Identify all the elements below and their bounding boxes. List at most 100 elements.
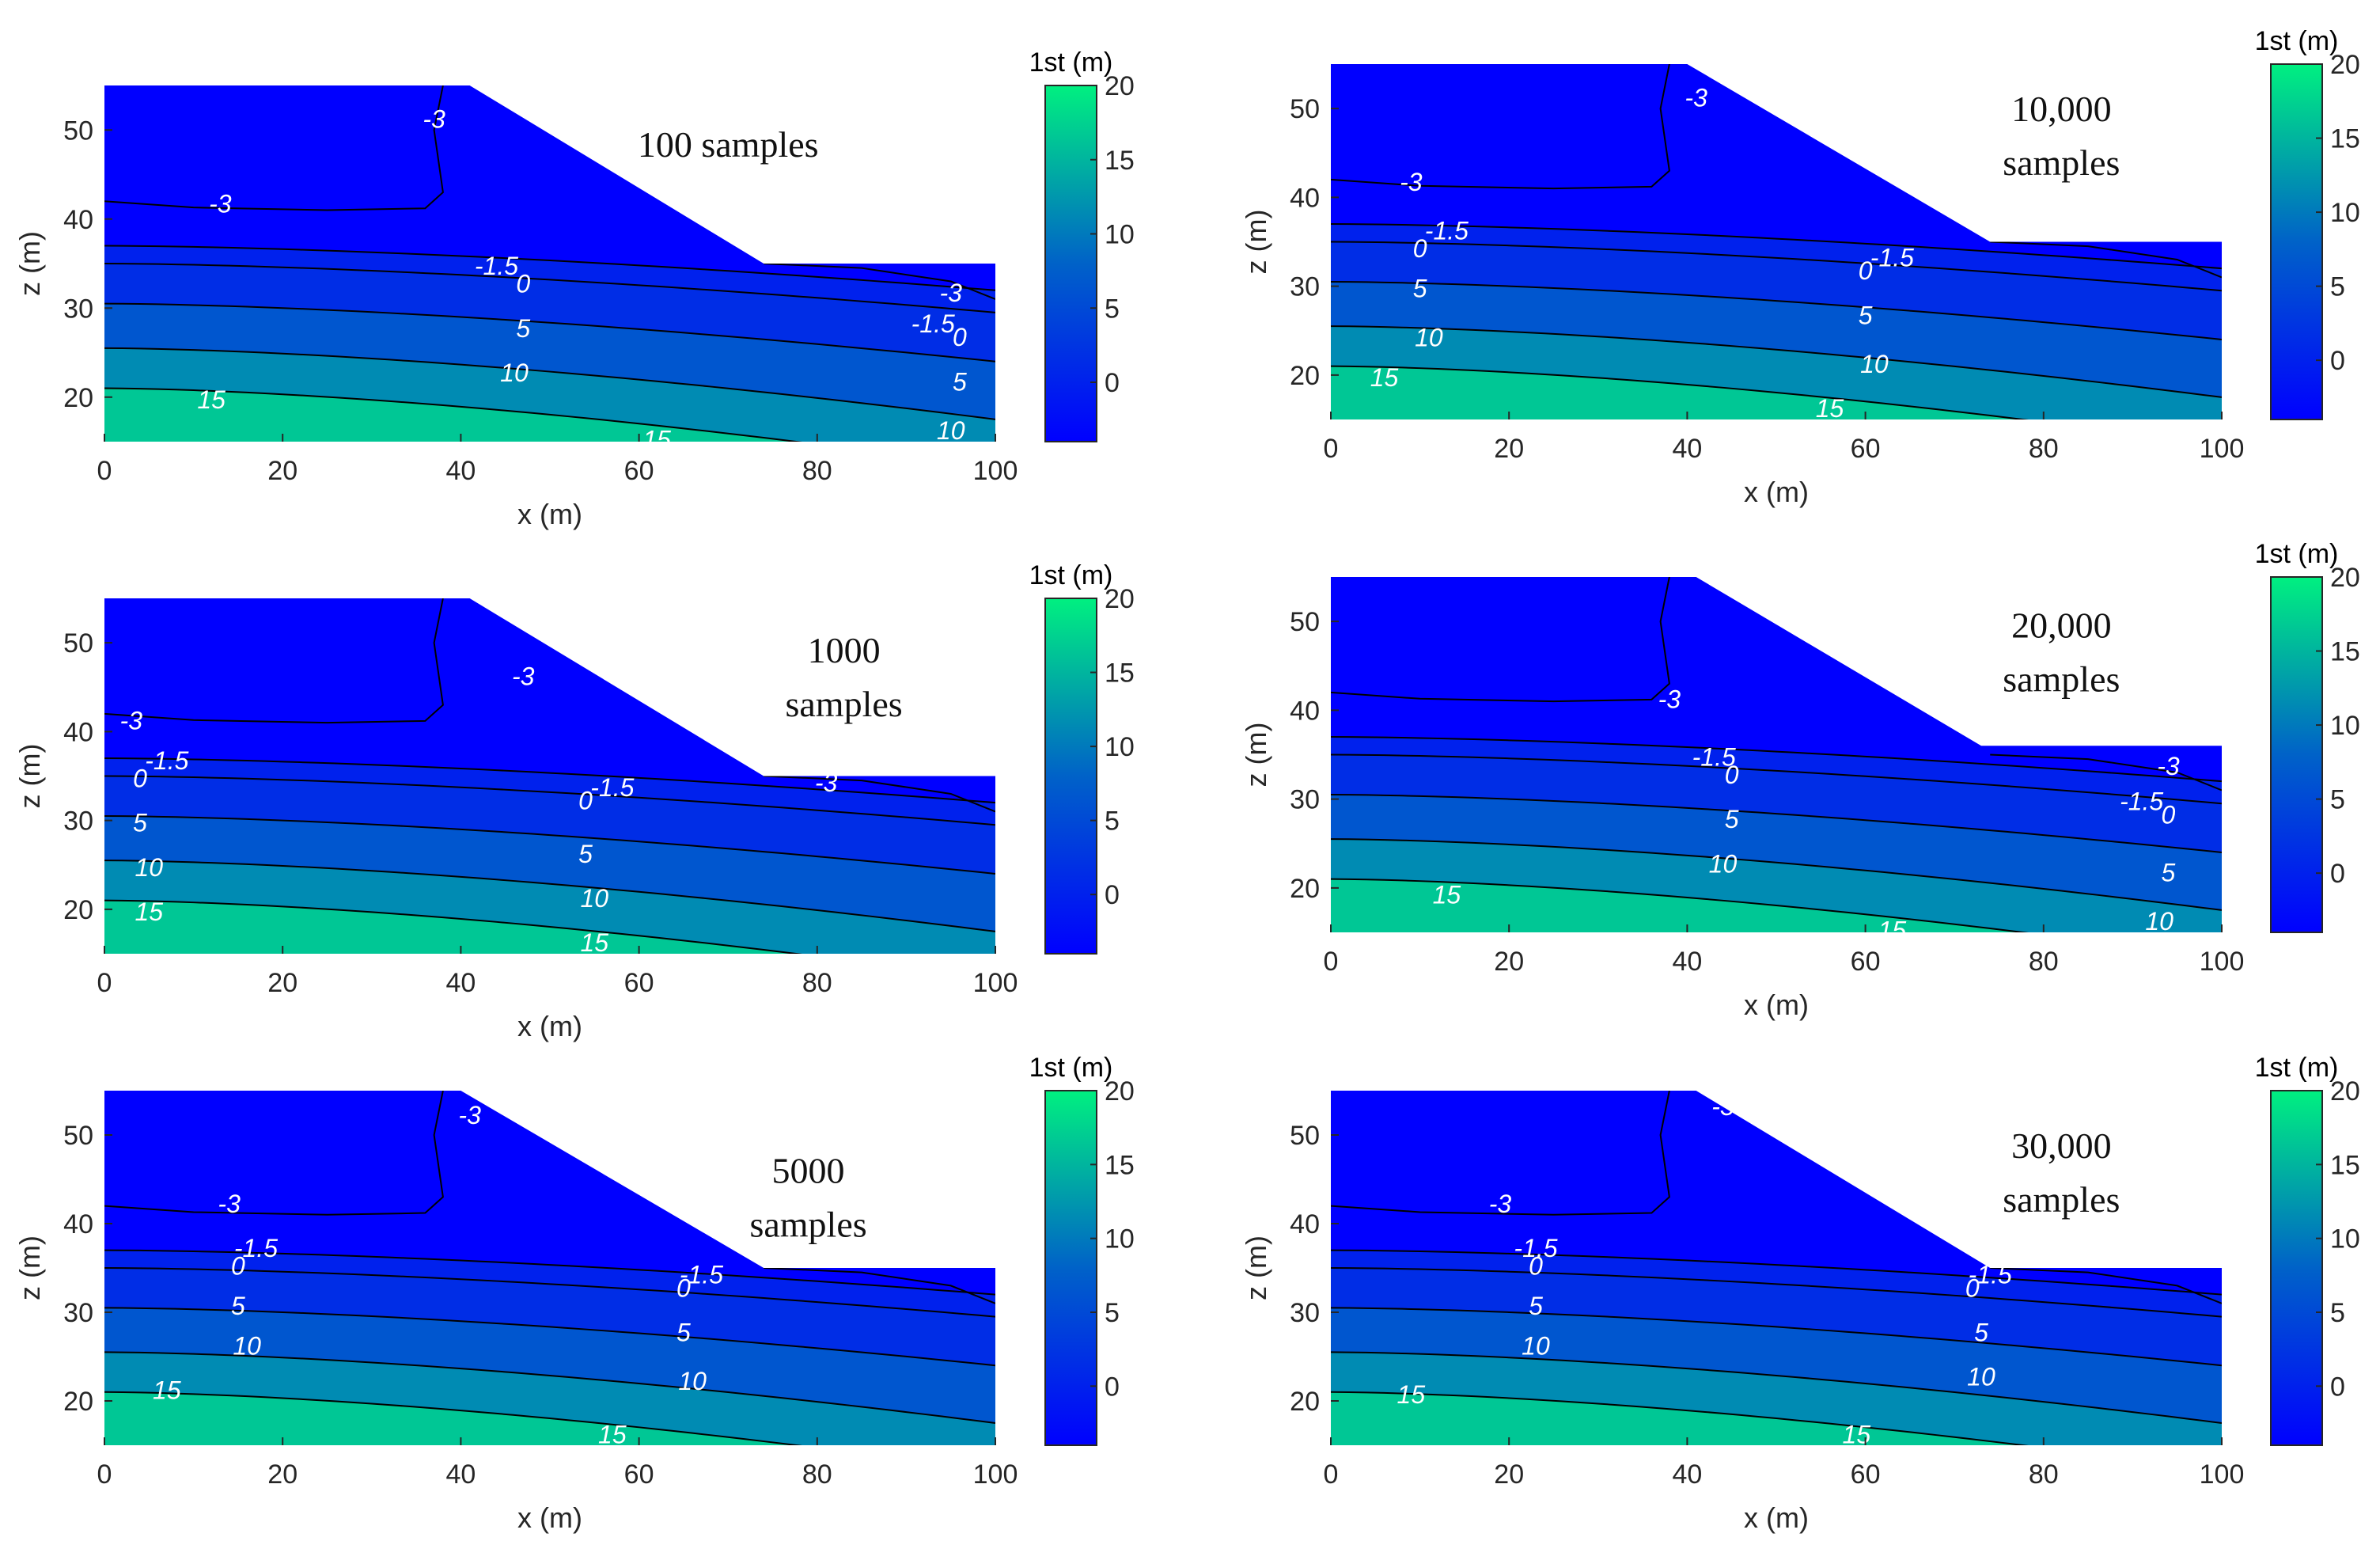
colorbar-tick-label: 20 (2330, 563, 2360, 593)
contour-label: 10 (2145, 907, 2173, 936)
colorbar-tick-label: 15 (2330, 1150, 2360, 1180)
x-tick-label: 60 (1851, 1459, 1881, 1490)
x-tick-label: 100 (2200, 1459, 2245, 1490)
colorbar-title: 1st (m) (1029, 47, 1113, 78)
y-tick-label: 50 (1290, 94, 1320, 124)
colorbar-title: 1st (m) (2255, 539, 2339, 569)
contour-label: -1.5 (1425, 217, 1469, 245)
contour-label: 0 (1529, 1251, 1543, 1280)
colorbar-tick-label: 0 (2330, 859, 2345, 889)
y-tick-label: 30 (63, 807, 93, 837)
colorbar-tick-label: 15 (2330, 637, 2360, 667)
y-tick-label: 30 (1290, 272, 1320, 302)
colorbar-tick-label: 10 (2330, 1224, 2360, 1254)
contour-line-minus3 (104, 1091, 444, 1216)
x-axis-label: x (m) (517, 1010, 582, 1042)
contour-line-5 (104, 815, 995, 875)
y-tick-label: 50 (63, 116, 93, 146)
contour-label: -1.5 (911, 309, 955, 338)
contour-label: 15 (1878, 916, 1907, 944)
x-tick-label: 0 (97, 456, 112, 486)
contour-line--1.5 (1331, 223, 2222, 270)
y-tick-label: 20 (63, 383, 93, 413)
contour-band-15 (104, 1391, 995, 1445)
x-tick-label: 60 (1851, 434, 1881, 464)
sample-count-annotation: samples (2003, 1179, 2120, 1220)
colorbar-tick-label: 20 (1105, 584, 1135, 614)
contour-line-5 (1331, 794, 2222, 853)
colorbar-gradient (1044, 598, 1097, 955)
contour-label: 10 (1415, 323, 1443, 351)
contour-line-minus3-toe (764, 263, 995, 300)
contour-label: -1.5 (1969, 1261, 2012, 1289)
contour-label: 10 (1522, 1331, 1550, 1360)
x-axis-label: x (m) (1744, 1501, 1809, 1534)
contour-label: 15 (1370, 363, 1399, 392)
y-tick-label: 30 (1290, 1298, 1320, 1328)
colorbar-tick-label: 10 (1105, 1224, 1135, 1254)
colorbar-tick-label: 5 (2330, 1298, 2345, 1328)
contour-line--1.5 (1331, 1249, 2222, 1296)
contour-line-minus3 (1331, 577, 1670, 703)
contour-label: 15 (581, 928, 609, 957)
contour-label: 10 (135, 853, 164, 882)
y-axis-label: z (m) (1240, 723, 1272, 788)
x-axis-label: x (m) (1744, 476, 1809, 508)
contour-label: -3 (512, 662, 535, 690)
contour-line-0 (1331, 753, 2222, 805)
x-tick-label: 0 (97, 968, 112, 998)
colorbar-tick-label: 0 (2330, 1372, 2345, 1402)
contour-label: -3 (939, 279, 962, 307)
contour-line-15 (104, 1391, 995, 1445)
contour-label: 10 (1860, 350, 1889, 378)
colorbar-tick-label: 15 (1105, 146, 1135, 176)
contour-label: -3 (1489, 1190, 1512, 1218)
x-tick-label: 80 (802, 968, 832, 998)
contour-band-15 (1331, 879, 2222, 932)
contour-line-minus3-toe (1990, 753, 2222, 791)
contour-label: -3 (120, 707, 143, 735)
contour-label: 15 (1433, 881, 1461, 909)
x-tick-label: 100 (973, 456, 1018, 486)
y-tick-label: 20 (63, 1387, 93, 1417)
contour-lines (104, 598, 995, 954)
contour-label: 5 (578, 840, 593, 868)
x-axis-label: x (m) (517, 498, 582, 530)
contour-line--1.5 (104, 1249, 995, 1296)
contour-lines (1331, 64, 2222, 419)
contour-band-15 (1331, 366, 2222, 419)
y-tick-label: 50 (63, 628, 93, 659)
y-axis-label: z (m) (13, 231, 46, 296)
contour-label: 0 (1965, 1273, 1980, 1302)
sample-count-annotation: 5000 (772, 1150, 845, 1190)
x-tick-label: 100 (2200, 947, 2245, 977)
contour-label: 5 (1974, 1318, 1988, 1346)
contour-label: 5 (516, 314, 530, 343)
contour-line-15 (1331, 1391, 2222, 1445)
contour-label: -3 (218, 1190, 241, 1218)
colorbar-tick-label: 5 (1105, 1298, 1120, 1328)
contour-band-15 (1331, 1391, 2222, 1445)
colorbar: 20 15 10 5 0 1st (m) (1029, 1053, 1135, 1446)
contour-label: 5 (1529, 1292, 1543, 1320)
contour-label: -1.5 (2120, 788, 2163, 816)
y-tick-label: 20 (1290, 1387, 1320, 1417)
contour-label: 0 (231, 1251, 245, 1280)
contour-label: 0 (516, 270, 530, 298)
colorbar: 20 15 10 5 0 1st (m) (1029, 560, 1135, 955)
contour-label: 5 (953, 367, 967, 396)
x-tick-label: 60 (624, 456, 654, 486)
sample-count-annotation: samples (2003, 659, 2120, 699)
contour-label: 15 (153, 1376, 181, 1404)
colorbar: 20 15 10 5 0 1st (m) (2255, 539, 2360, 933)
x-tick-label: 40 (1672, 947, 1702, 977)
contour-label: -1.5 (1870, 243, 1914, 271)
contour-label: 10 (937, 416, 965, 445)
colorbar: 20 15 10 5 0 1st (m) (2255, 1053, 2360, 1446)
colorbar-tick-label: 15 (1105, 1150, 1135, 1180)
